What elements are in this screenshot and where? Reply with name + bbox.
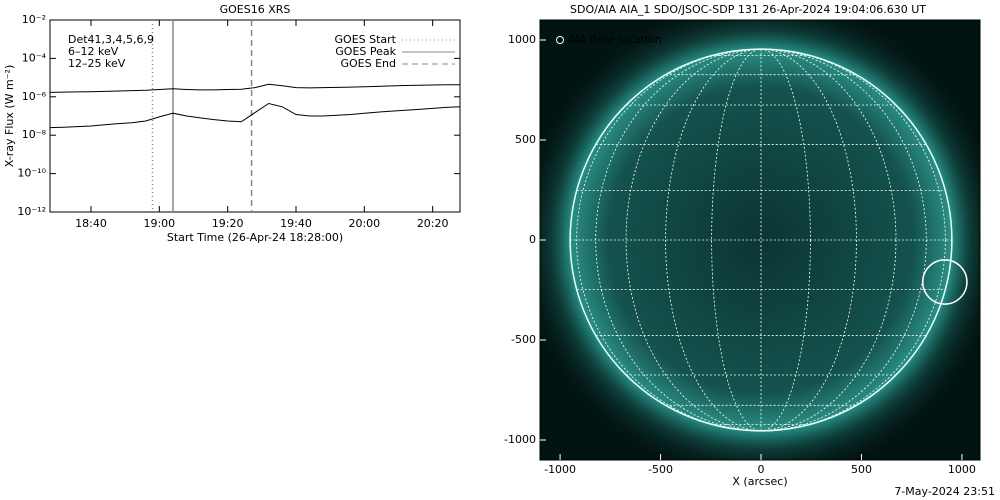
y-tick-label: 10⁻¹⁰: [17, 167, 46, 180]
x-tick-label: 1000: [948, 463, 976, 476]
y-tick-label: 10⁻²: [22, 13, 46, 26]
x-tick-label: 19:20: [212, 217, 244, 230]
x-tick-label: 19:00: [143, 217, 175, 230]
y-tick-label: 10⁻¹²: [17, 205, 46, 218]
solar-image: AIA flare location: [540, 20, 980, 460]
goes-panel: GOES16 XRS Start Time (26-Apr-24 18:28:0…: [3, 3, 461, 244]
y-tick-label: 10⁻⁴: [22, 51, 47, 64]
x-tick-label: -1000: [544, 463, 576, 476]
x-tick-label: 19:40: [280, 217, 312, 230]
flare-legend-symbol: [556, 36, 564, 44]
plot-frame: [49, 19, 461, 213]
aia-panel: SDO/AIA AIA_1 SDO/JSOC-SDP 131 26-Apr-20…: [504, 3, 995, 498]
x-tick-label: -500: [648, 463, 673, 476]
y-axis-label: X-ray Flux (W m⁻²): [3, 65, 16, 167]
legend-text: Det41,3,4,5,6,9: [68, 33, 154, 46]
x-axis-label: Start Time (26-Apr-24 18:28:00): [167, 231, 343, 244]
legend-label: GOES Peak: [335, 45, 396, 58]
x-axis-label: X (arcsec): [732, 475, 787, 488]
x-tick-label: 0: [758, 463, 765, 476]
y-tick-label: 0: [529, 233, 536, 246]
y-tick-label: -500: [511, 333, 536, 346]
x-tick-label: 20:00: [348, 217, 380, 230]
legend-label: GOES Start: [335, 33, 397, 46]
image-title: SDO/AIA AIA_1 SDO/JSOC-SDP 131 26-Apr-20…: [570, 3, 926, 16]
flare-circle: [921, 259, 968, 305]
y-tick-label: 500: [515, 133, 536, 146]
flux-line: [49, 83, 460, 93]
y-tick-label: 1000: [508, 33, 536, 46]
y-tick-label: -1000: [504, 433, 536, 446]
legend-label: GOES End: [340, 57, 396, 70]
y-tick-label: 10⁻⁶: [22, 90, 47, 103]
x-tick-label: 500: [851, 463, 872, 476]
chart-title: GOES16 XRS: [220, 3, 291, 16]
x-tick-label: 20:20: [417, 217, 449, 230]
grid-meridian: [576, 48, 946, 432]
legend-text: 12–25 keV: [68, 57, 126, 70]
flux-line: [49, 102, 461, 129]
y-tick-label: 10⁻⁸: [22, 128, 47, 141]
flare-legend-label: AIA flare location: [568, 33, 662, 46]
x-tick-label: 18:40: [75, 217, 107, 230]
timestamp: 7-May-2024 23:51: [894, 485, 995, 498]
legend-text: 6–12 keV: [68, 45, 119, 58]
